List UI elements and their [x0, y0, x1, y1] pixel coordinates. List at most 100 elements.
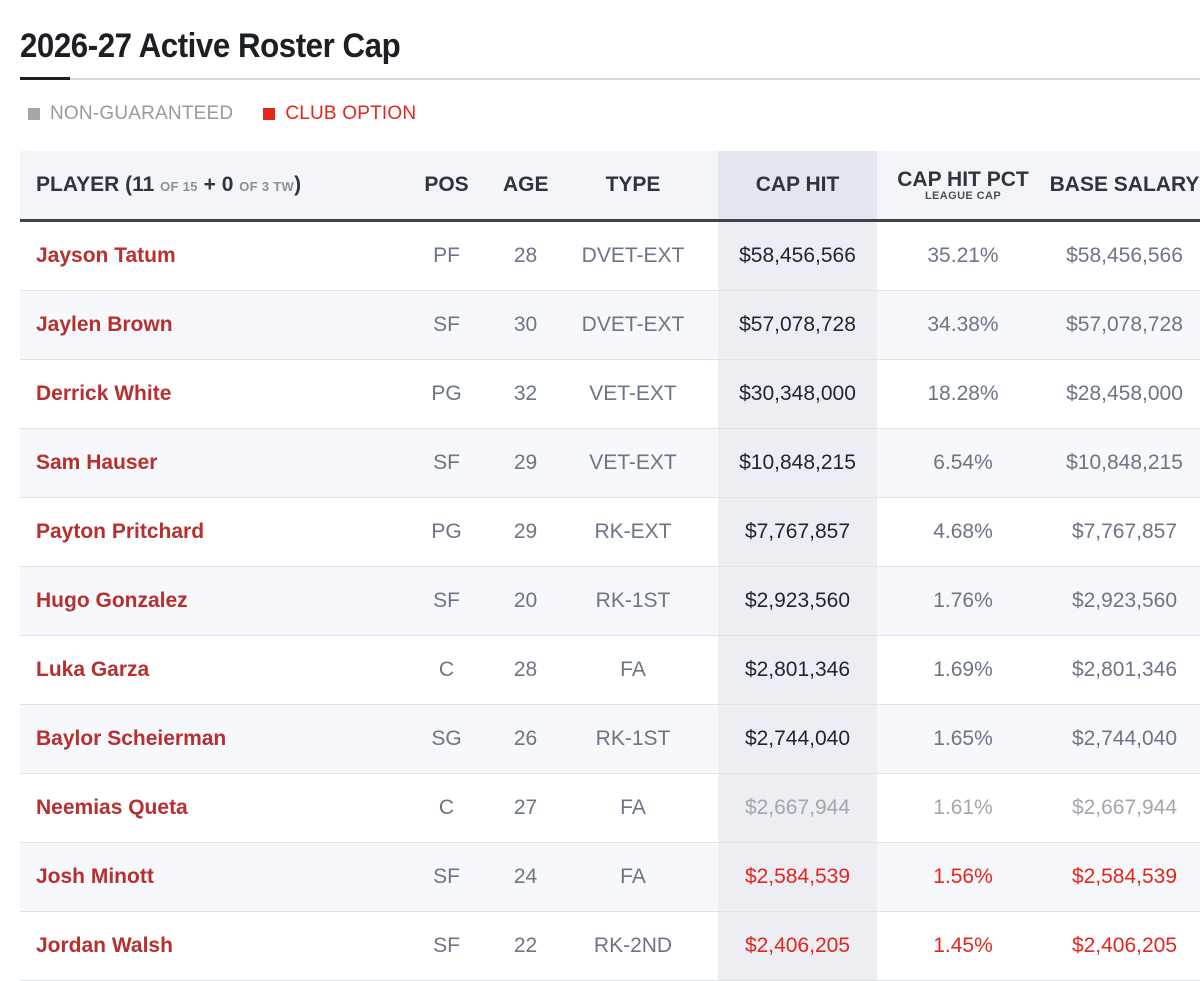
- contract-type-cell: FA: [548, 842, 718, 912]
- legend-club-option: CLUB OPTION: [263, 103, 416, 125]
- cap-hit-cell: $2,406,205: [718, 911, 877, 981]
- header-player[interactable]: PLAYER (11 OF 15 + 0 OF 3 TW): [20, 151, 390, 222]
- table-row: Hugo Gonzalez SF 20 RK-1ST $2,923,560 1.76% $2…: [20, 566, 1200, 636]
- base-salary-cell: $2,923,560: [1049, 566, 1200, 636]
- contract-type-cell: FA: [548, 773, 718, 843]
- position-cell: C: [390, 635, 503, 705]
- header-base-salary[interactable]: BASE SALARY: [1049, 151, 1200, 222]
- header-type[interactable]: TYPE: [548, 151, 718, 222]
- position-cell: PF: [390, 220, 503, 291]
- cap-hit-pct-cell: 35.21%: [877, 220, 1049, 291]
- header-cap-hit-pct-label: CAP HIT PCT: [897, 167, 1029, 191]
- player-name[interactable]: Jayson Tatum: [20, 220, 390, 291]
- cap-hit-cell: $30,348,000: [718, 359, 877, 429]
- table-body: Jayson Tatum PF 28 DVET-EXT $58,456,566 35.21…: [20, 220, 1200, 981]
- table-row: Payton Pritchard PG 29 RK-EXT $7,767,857 4.68…: [20, 497, 1200, 567]
- player-name[interactable]: Sam Hauser: [20, 428, 390, 498]
- roster-cap-table: PLAYER (11 OF 15 + 0 OF 3 TW) POS AGE TY…: [20, 151, 1200, 981]
- header-player-prefix: PLAYER (: [36, 173, 133, 196]
- title-divider: [20, 78, 1200, 80]
- contract-type-cell: RK-1ST: [548, 704, 718, 774]
- player-name[interactable]: Payton Pritchard: [20, 497, 390, 567]
- header-tw-of: OF 3 TW: [239, 179, 295, 194]
- table-row: Luka Garza C 28 FA $2,801,346 1.69% $2,801,346: [20, 635, 1200, 705]
- age-cell: 29: [503, 428, 548, 498]
- table-row: Derrick White PG 32 VET-EXT $30,348,000 18.28…: [20, 359, 1200, 429]
- header-active-count: 11: [132, 173, 155, 196]
- legend-non-guaranteed: NON-GUARANTEED: [28, 103, 233, 125]
- table-row: Sam Hauser SF 29 VET-EXT $10,848,215 6.54% $10…: [20, 428, 1200, 498]
- table-row: Josh Minott SF 24 FA $2,584,539 1.56% $2,584,5…: [20, 842, 1200, 912]
- legend: NON-GUARANTEED CLUB OPTION: [28, 103, 416, 125]
- contract-type-cell: RK-2ND: [548, 911, 718, 981]
- header-cap-hit-pct[interactable]: CAP HIT PCT LEAGUE CAP: [877, 151, 1049, 222]
- base-salary-cell: $28,458,000: [1049, 359, 1200, 429]
- age-cell: 28: [503, 220, 548, 291]
- position-cell: SF: [390, 842, 503, 912]
- player-name[interactable]: Derrick White: [20, 359, 390, 429]
- cap-hit-cell: $10,848,215: [718, 428, 877, 498]
- cap-hit-cell: $2,744,040: [718, 704, 877, 774]
- cap-hit-pct-cell: 1.56%: [877, 842, 1049, 912]
- table-header-row: PLAYER (11 OF 15 + 0 OF 3 TW) POS AGE TY…: [20, 151, 1200, 222]
- cap-hit-pct-cell: 1.45%: [877, 911, 1049, 981]
- header-cap-hit-pct-sublabel: LEAGUE CAP: [924, 189, 1002, 202]
- legend-club-option-label: CLUB OPTION: [285, 103, 417, 124]
- age-cell: 29: [503, 497, 548, 567]
- cap-hit-pct-cell: 6.54%: [877, 428, 1049, 498]
- cap-hit-cell: $2,584,539: [718, 842, 877, 912]
- header-age[interactable]: AGE: [503, 151, 549, 222]
- position-cell: PG: [390, 497, 503, 567]
- contract-type-cell: DVET-EXT: [548, 220, 718, 291]
- cap-hit-cell: $7,767,857: [718, 497, 877, 567]
- base-salary-cell: $2,584,539: [1049, 842, 1200, 912]
- contract-type-cell: FA: [548, 635, 718, 705]
- player-name[interactable]: Josh Minott: [20, 842, 390, 912]
- legend-non-guaranteed-label: NON-GUARANTEED: [50, 103, 234, 124]
- header-pos[interactable]: POS: [390, 151, 503, 222]
- cap-hit-pct-cell: 1.61%: [877, 773, 1049, 843]
- contract-type-cell: RK-1ST: [548, 566, 718, 636]
- position-cell: PG: [390, 359, 503, 429]
- header-active-of: OF 15: [160, 179, 198, 194]
- contract-type-cell: DVET-EXT: [548, 290, 718, 360]
- player-name[interactable]: Hugo Gonzalez: [20, 566, 390, 636]
- table-row: Jaylen Brown SF 30 DVET-EXT $57,078,728 34.38…: [20, 290, 1200, 360]
- position-cell: SF: [390, 566, 503, 636]
- age-cell: 27: [503, 773, 548, 843]
- club-option-swatch-icon: [263, 108, 276, 120]
- non-guaranteed-swatch-icon: [28, 108, 40, 120]
- player-name[interactable]: Neemias Queta: [20, 773, 390, 843]
- page-title: 2026-27 Active Roster Cap: [20, 27, 401, 65]
- cap-hit-cell: $2,923,560: [718, 566, 877, 636]
- position-cell: SF: [390, 290, 503, 360]
- cap-hit-pct-cell: 4.68%: [877, 497, 1049, 567]
- age-cell: 32: [503, 359, 548, 429]
- base-salary-cell: $7,767,857: [1049, 497, 1200, 567]
- position-cell: SF: [390, 428, 503, 498]
- base-salary-cell: $57,078,728: [1049, 290, 1200, 360]
- table-row: Neemias Queta C 27 FA $2,667,944 1.61% $2,667,…: [20, 773, 1200, 843]
- header-tw-count: 0: [221, 173, 234, 196]
- header-player-suffix: ): [294, 173, 302, 196]
- contract-type-cell: VET-EXT: [548, 428, 718, 498]
- header-cap-hit[interactable]: CAP HIT: [718, 151, 877, 222]
- cap-hit-cell: $2,801,346: [718, 635, 877, 705]
- position-cell: SF: [390, 911, 503, 981]
- base-salary-cell: $2,667,944: [1049, 773, 1200, 843]
- position-cell: C: [390, 773, 503, 843]
- age-cell: 24: [503, 842, 548, 912]
- base-salary-cell: $58,456,566: [1049, 220, 1200, 291]
- cap-hit-pct-cell: 1.65%: [877, 704, 1049, 774]
- cap-hit-pct-cell: 34.38%: [877, 290, 1049, 360]
- age-cell: 28: [503, 635, 548, 705]
- cap-hit-pct-cell: 1.76%: [877, 566, 1049, 636]
- player-name[interactable]: Jordan Walsh: [20, 911, 390, 981]
- table-row: Jordan Walsh SF 22 RK-2ND $2,406,205 1.45% $2,…: [20, 911, 1200, 981]
- age-cell: 20: [503, 566, 548, 636]
- player-name[interactable]: Jaylen Brown: [20, 290, 390, 360]
- player-name[interactable]: Luka Garza: [20, 635, 390, 705]
- base-salary-cell: $2,801,346: [1049, 635, 1200, 705]
- player-name[interactable]: Baylor Scheierman: [20, 704, 390, 774]
- table-row: Jayson Tatum PF 28 DVET-EXT $58,456,566 35.21…: [20, 220, 1200, 291]
